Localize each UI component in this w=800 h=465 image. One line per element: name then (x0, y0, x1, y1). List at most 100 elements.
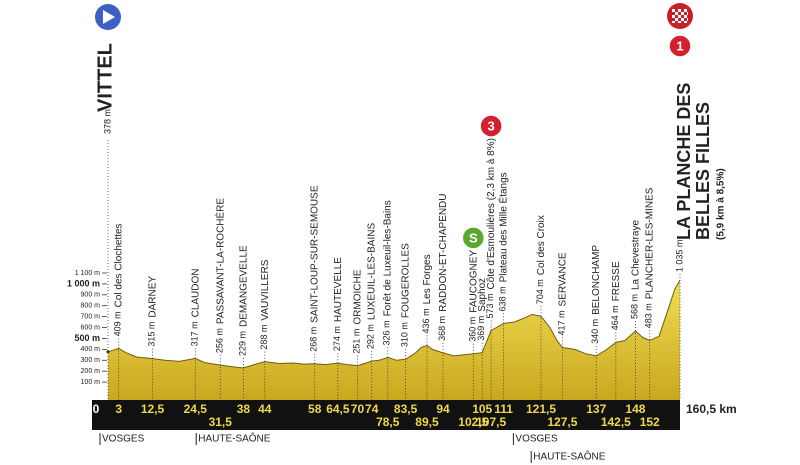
waypoint-altitude: 568 m (630, 294, 640, 319)
waypoint-name: LUXEUIL-LES-BAINS (366, 223, 377, 321)
waypoint-name: PLANCHER-LES-MINES (644, 187, 655, 299)
waypoint-altitude: 315 m (147, 322, 157, 347)
y-tick-label: 600 m (81, 324, 101, 331)
waypoint-altitude: 340 m (591, 319, 601, 344)
waypoint-altitude: 292 m (366, 324, 376, 349)
waypoint-name: SERVANCE (557, 252, 568, 306)
y-tick-label: 200 m (81, 368, 101, 375)
waypoint-label: 268 m SAINT-LOUP-SUR-SEMOUSE (309, 185, 320, 352)
region-label: HAUTE-SAÔNE (533, 450, 606, 463)
waypoint-name: BELONCHAMP (591, 245, 602, 315)
waypoint-altitude: 268 m (309, 327, 319, 352)
waypoint-name: PASSAVANT-LA-ROCHÈRE (213, 198, 226, 324)
y-tick-label: 100 m (81, 379, 101, 386)
waypoint-name: DEMANGEVELLE (238, 245, 249, 327)
start-icon (95, 4, 121, 30)
finish-badge (668, 34, 692, 58)
km-label: 3 (115, 402, 122, 416)
km-label: 89,5 (415, 415, 439, 429)
waypoint-altitude: 251 m (352, 329, 362, 354)
km-label: 64,5 (326, 402, 350, 416)
waypoint-label: 317 m CLAUDON (190, 268, 201, 346)
waypoint-name: FAUCOGNEY (468, 250, 479, 313)
waypoint-name: Côte d'Esmoulières (2,3 km à 8%) (486, 138, 497, 289)
waypoint-name: Plateau des Mille Étangs (496, 172, 509, 282)
finish-flag (667, 3, 693, 29)
finish-name: BELLES FILLES (693, 102, 713, 240)
region-label: HAUTE-SAÔNE (198, 432, 271, 445)
km-label: 12,5 (141, 402, 165, 416)
waypoint-name: La Chevestraye (630, 220, 641, 290)
waypoint-label: 310 m FOUGEROLLES (400, 243, 411, 347)
km-label: 142,5 (601, 415, 631, 429)
y-tick-label: 800 m (81, 303, 101, 310)
finish-km: 160,5 km (686, 402, 737, 416)
waypoint-name: Forêt de Luxeuil-les-Bains (382, 200, 393, 316)
marker-badge (479, 114, 503, 138)
waypoint-label: 251 m ORMOICHE (352, 269, 363, 353)
finish-name: LA PLANCHE DES (674, 83, 694, 240)
waypoint-label: 436 m Les Forges (421, 254, 432, 333)
waypoint-label: 568 m La Chevestraye (630, 220, 641, 319)
start-name: VITTEL (94, 43, 116, 112)
km-label: 31,5 (209, 415, 233, 429)
finish-badge-label: 1 (676, 38, 683, 53)
waypoint-label: 483 m PLANCHER-LES-MINES (644, 187, 655, 328)
waypoint-name: Les Forges (422, 254, 433, 304)
km-label: 24,5 (184, 402, 208, 416)
km-label: 137 (586, 402, 606, 416)
waypoint-altitude: 360 m (468, 317, 478, 342)
waypoint-altitude: 436 m (421, 308, 431, 333)
region-label: VOSGES (515, 434, 558, 445)
finish-note: (5,9 km à 8,5%) (716, 168, 727, 240)
waypoint-label: 409 m Col des Clochettes (113, 223, 124, 336)
waypoint-label: 315 m DARNEY (147, 276, 158, 347)
waypoint-altitude: 326 m (382, 320, 392, 345)
waypoint-altitude: 368 m (437, 316, 447, 341)
waypoint-name: CLAUDON (190, 268, 201, 317)
waypoint-altitude: 704 m (535, 279, 545, 304)
km-label: 105 (472, 402, 492, 416)
waypoint-label: 704 m Col des Croix (535, 215, 546, 304)
km-label: 111 (494, 402, 513, 416)
waypoint-name: RADDON-ET-CHAPENDU (438, 193, 449, 311)
waypoint-label: 464 m FRESSE (610, 261, 621, 330)
km-label: 83,5 (394, 402, 418, 416)
waypoint-label: 340 m BELONCHAMP (591, 245, 602, 344)
waypoint-name: Col des Croix (536, 215, 547, 275)
km-bar (92, 400, 680, 430)
waypoint-name: DARNEY (147, 276, 158, 318)
waypoint-label: 292 m LUXEUIL-LES-BAINS (366, 223, 377, 350)
km-label: 38 (237, 402, 251, 416)
y-tick-label: 700 m (81, 313, 101, 320)
waypoint-altitude: 464 m (610, 305, 620, 330)
waypoint-name: ORMOICHE (352, 269, 363, 324)
marker-label: S (469, 230, 478, 245)
waypoint-label: 369 m Saphoz (477, 278, 488, 341)
km-label: 58 (308, 402, 322, 416)
y-tick-label: 300 m (81, 357, 101, 364)
waypoint-label: 573 m Côte d'Esmoulières (2,3 km à 8%) (485, 138, 496, 318)
finish-altitude: 1 035 m (674, 240, 684, 273)
waypoint-altitude: 274 m (332, 326, 342, 351)
waypoint-altitude: 310 m (400, 322, 410, 347)
waypoint-altitude: 288 m (259, 325, 269, 350)
waypoint-label: 288 m VAUVILLERS (259, 259, 270, 349)
km-label: 78,5 (376, 415, 400, 429)
waypoint-altitude: 573 m (485, 293, 495, 318)
waypoint-altitude: 256 m (215, 328, 225, 353)
waypoint-label: 256 m PASSAVANT-LA-ROCHÈRE (213, 198, 226, 353)
waypoint-label: 229 m DEMANGEVELLE (238, 245, 249, 356)
waypoint-label: 360 m FAUCOGNEY (468, 250, 479, 342)
km-label: 70 (351, 402, 365, 416)
km-label: 102,5 (458, 415, 488, 429)
km-label: 148 (625, 402, 645, 416)
waypoint-label: 368 m RADDON-ET-CHAPENDU (437, 193, 448, 340)
waypoint-altitude: 317 m (190, 321, 200, 346)
waypoint-name: VAUVILLERS (259, 259, 270, 320)
y-tick-label: 400 m (81, 346, 101, 353)
waypoint-label: 274 m HAUTEVELLE (332, 257, 343, 351)
waypoint-altitude: 229 m (238, 331, 248, 356)
waypoint-altitude: 483 m (644, 303, 654, 328)
